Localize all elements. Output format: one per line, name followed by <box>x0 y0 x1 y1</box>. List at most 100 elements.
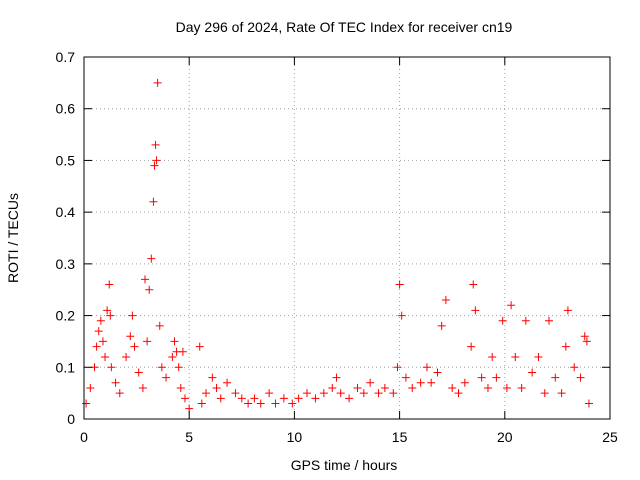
data-point <box>208 373 217 382</box>
data-point <box>437 321 446 330</box>
data-point <box>212 383 221 392</box>
data-point <box>427 378 436 387</box>
data-point <box>128 311 137 320</box>
x-tick-label: 25 <box>602 429 618 445</box>
data-point <box>576 373 585 382</box>
data-point <box>126 332 135 341</box>
data-point <box>311 394 320 403</box>
data-point <box>180 394 189 403</box>
data-point <box>345 394 354 403</box>
x-tick-label: 15 <box>392 429 408 445</box>
data-point <box>395 280 404 289</box>
y-tick-label: 0.4 <box>56 204 76 220</box>
data-point <box>448 383 457 392</box>
data-point <box>152 156 161 165</box>
data-point <box>534 352 543 361</box>
y-tick-label: 0.1 <box>56 359 76 375</box>
data-point <box>422 363 431 372</box>
data-point <box>521 316 530 325</box>
data-point <box>544 316 553 325</box>
data-point <box>174 363 183 372</box>
x-tick-label: 5 <box>185 429 193 445</box>
data-point <box>332 373 341 382</box>
data-point <box>138 383 147 392</box>
x-tick-label: 20 <box>497 429 513 445</box>
data-point <box>98 337 107 346</box>
y-tick-label: 0.2 <box>56 308 76 324</box>
data-point <box>86 383 95 392</box>
data-point <box>231 389 240 398</box>
data-point <box>528 368 537 377</box>
y-tick-label: 0 <box>67 411 75 427</box>
data-point <box>540 389 549 398</box>
data-point <box>130 342 139 351</box>
y-axis-label: ROTI / TECUs <box>5 193 21 283</box>
data-point <box>584 399 593 408</box>
data-point <box>151 140 160 149</box>
data-point <box>507 301 516 310</box>
data-point <box>563 306 572 315</box>
data-point <box>223 378 232 387</box>
chart-title: Day 296 of 2024, Rate Of TEC Index for r… <box>176 19 513 35</box>
data-point <box>101 352 110 361</box>
data-point <box>271 399 280 408</box>
data-point <box>143 337 152 346</box>
data-point <box>433 368 442 377</box>
data-point <box>460 378 469 387</box>
y-tick-label: 0.3 <box>56 256 76 272</box>
data-point <box>134 368 143 377</box>
data-point <box>294 394 303 403</box>
data-point <box>353 383 362 392</box>
data-point <box>366 378 375 387</box>
data-point <box>471 306 480 315</box>
data-point <box>178 347 187 356</box>
data-point <box>147 254 156 263</box>
data-point <box>561 342 570 351</box>
axis-ticks: 0 5 10 15 20 25 0 0.1 0.2 0.3 0.4 0.5 0.6 0.7 <box>56 49 618 445</box>
data-point <box>467 342 476 351</box>
data-point <box>170 337 179 346</box>
grid-lines <box>84 57 610 419</box>
data-point <box>488 352 497 361</box>
data-point <box>477 373 486 382</box>
data-point <box>336 389 345 398</box>
data-point <box>157 363 166 372</box>
x-tick-label: 0 <box>80 429 88 445</box>
data-point <box>92 342 101 351</box>
data-point <box>153 78 162 87</box>
data-point <box>202 389 211 398</box>
y-tick-label: 0.6 <box>56 101 76 117</box>
data-point <box>176 383 185 392</box>
data-point <box>502 383 511 392</box>
y-tick-label: 0.7 <box>56 49 76 65</box>
data-point <box>150 161 159 170</box>
data-point <box>237 394 246 403</box>
data-point <box>115 389 124 398</box>
data-point <box>359 389 368 398</box>
x-axis-label: GPS time / hours <box>291 457 398 473</box>
data-point <box>483 383 492 392</box>
data-point <box>149 197 158 206</box>
data-point <box>107 363 116 372</box>
data-point <box>197 399 206 408</box>
data-point <box>469 280 478 289</box>
data-point <box>122 352 131 361</box>
data-point <box>441 296 450 305</box>
data-point <box>380 383 389 392</box>
data-point <box>244 399 253 408</box>
data-point <box>582 337 591 346</box>
y-tick-label: 0.5 <box>56 152 76 168</box>
data-point <box>105 280 114 289</box>
data-point <box>162 373 171 382</box>
data-point <box>250 394 259 403</box>
data-point <box>389 389 398 398</box>
data-point <box>155 321 164 330</box>
data-point <box>106 311 115 320</box>
data-points <box>82 78 593 413</box>
data-point <box>454 389 463 398</box>
data-point <box>557 389 566 398</box>
data-point <box>517 383 526 392</box>
data-point <box>319 389 328 398</box>
